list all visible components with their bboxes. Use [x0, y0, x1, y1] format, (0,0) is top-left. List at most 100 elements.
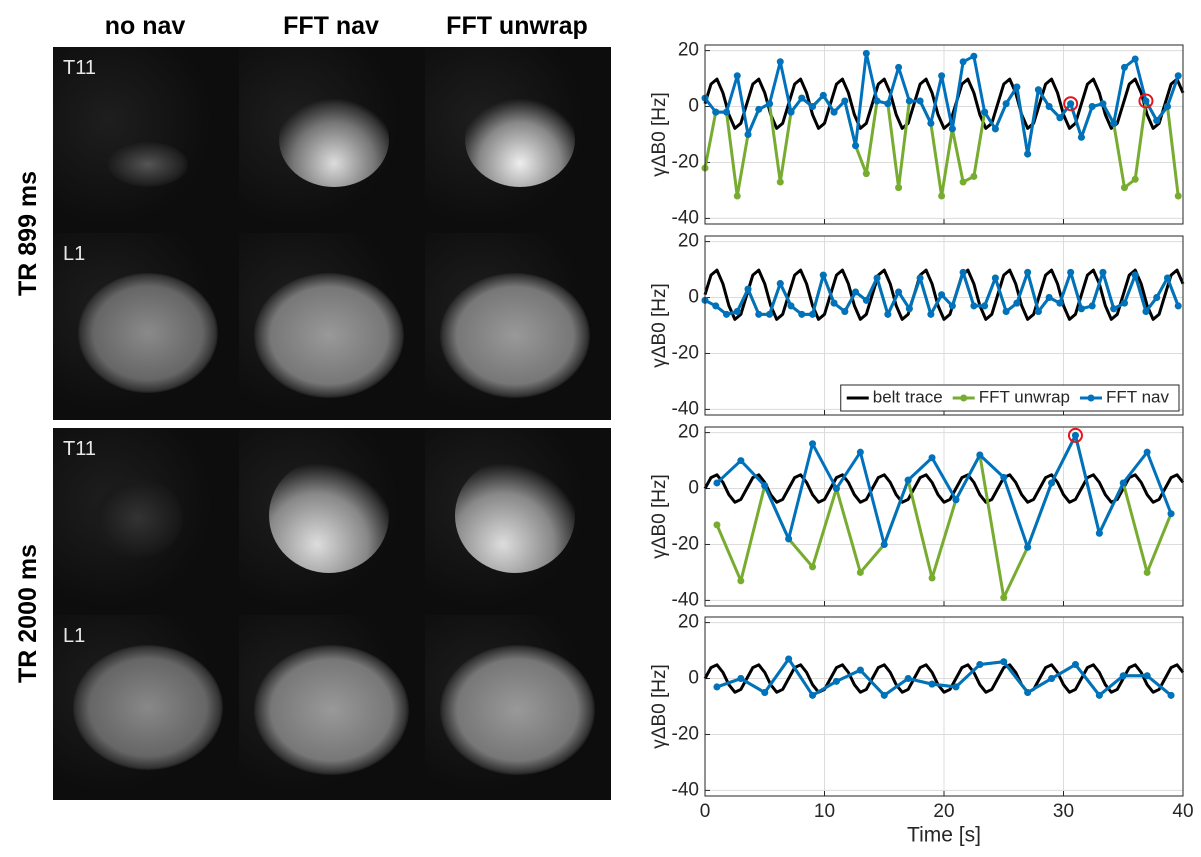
y-tick-label: 0 — [688, 96, 699, 117]
data-point — [1174, 192, 1182, 200]
data-point — [1143, 672, 1151, 680]
data-point — [1143, 568, 1151, 576]
data-point — [880, 540, 888, 548]
y-tick-label: -40 — [672, 589, 699, 610]
legend-label: belt trace — [873, 387, 943, 406]
data-point — [928, 454, 936, 462]
data-point — [1045, 103, 1053, 111]
data-point — [981, 108, 989, 116]
data-point — [841, 97, 849, 105]
data-point — [755, 310, 763, 318]
y-tick-label: 0 — [688, 478, 699, 499]
data-point — [1174, 302, 1182, 310]
mri-image — [239, 47, 425, 233]
series-line — [716, 657, 1173, 697]
axes-box — [704, 426, 1184, 607]
data-point — [723, 310, 731, 318]
data-point — [880, 691, 888, 699]
data-point — [832, 485, 840, 493]
data-point — [862, 170, 870, 178]
data-point — [1000, 594, 1008, 602]
data-point — [952, 683, 960, 691]
data-point — [1131, 271, 1139, 279]
data-point — [928, 680, 936, 688]
data-point — [970, 52, 978, 60]
plot-clip — [701, 49, 1185, 200]
data-point — [1002, 100, 1010, 108]
data-point — [1071, 661, 1079, 669]
data-point — [1095, 529, 1103, 537]
y-tick-label: 0 — [688, 668, 699, 689]
data-point — [856, 568, 864, 576]
y-axis-label: γΔB0 [Hz] — [649, 92, 670, 177]
data-point — [970, 302, 978, 310]
data-point — [916, 274, 924, 282]
column-header: FFT unwrap — [446, 12, 588, 40]
data-point — [959, 178, 967, 186]
mri-image: L1 — [53, 233, 239, 420]
data-point — [832, 677, 840, 685]
data-point — [1013, 83, 1021, 91]
y-tick-label: -20 — [672, 723, 699, 744]
axes-box — [704, 616, 1184, 797]
mri-image — [425, 47, 611, 233]
data-point — [1110, 305, 1118, 313]
data-point — [852, 142, 860, 150]
data-point — [873, 274, 881, 282]
data-point — [1088, 103, 1096, 111]
x-tick-label: 10 — [814, 801, 835, 822]
data-point — [737, 577, 745, 585]
slice-label: L1 — [63, 243, 86, 265]
data-point — [1120, 299, 1128, 307]
data-point — [952, 496, 960, 504]
data-point — [1034, 86, 1042, 94]
legend-marker — [960, 394, 968, 402]
data-point — [1000, 473, 1008, 481]
data-point — [916, 97, 924, 105]
data-point — [1143, 448, 1151, 456]
x-tick-label: 20 — [933, 801, 954, 822]
y-tick-label: -20 — [672, 533, 699, 554]
legend-marker — [1087, 394, 1095, 402]
mri-image — [239, 233, 425, 420]
series-line — [703, 268, 1185, 321]
plot-clip — [701, 268, 1185, 321]
data-point — [856, 666, 864, 674]
data-point — [766, 310, 774, 318]
data-point — [959, 58, 967, 66]
data-point — [981, 302, 989, 310]
y-axis-label: γΔB0 [Hz] — [649, 474, 670, 559]
data-point — [1153, 294, 1161, 302]
data-point — [787, 302, 795, 310]
y-tick-label: -40 — [672, 779, 699, 800]
data-point — [905, 97, 913, 105]
mri-image — [425, 233, 611, 420]
y-tick-label: -40 — [672, 398, 699, 419]
data-point — [733, 308, 741, 316]
data-point — [927, 119, 935, 127]
series-line — [703, 473, 1185, 504]
data-point — [856, 448, 864, 456]
data-point — [819, 271, 827, 279]
highlight-marker — [1067, 427, 1083, 443]
data-point — [1002, 308, 1010, 316]
x-tick-label: 40 — [1172, 801, 1193, 822]
data-point — [852, 288, 860, 296]
data-point — [1095, 691, 1103, 699]
data-point — [723, 108, 731, 116]
mri-image — [425, 615, 611, 800]
data-point — [1024, 543, 1032, 551]
data-point — [1167, 510, 1175, 518]
data-point — [1110, 119, 1118, 127]
data-point — [1167, 691, 1175, 699]
highlight-marker — [1063, 96, 1079, 112]
data-point — [1163, 103, 1171, 111]
data-point — [1024, 268, 1032, 276]
mri-image — [425, 428, 611, 615]
data-point — [904, 675, 912, 683]
data-point — [744, 131, 752, 138]
data-point — [1131, 55, 1139, 63]
data-point — [991, 274, 999, 282]
